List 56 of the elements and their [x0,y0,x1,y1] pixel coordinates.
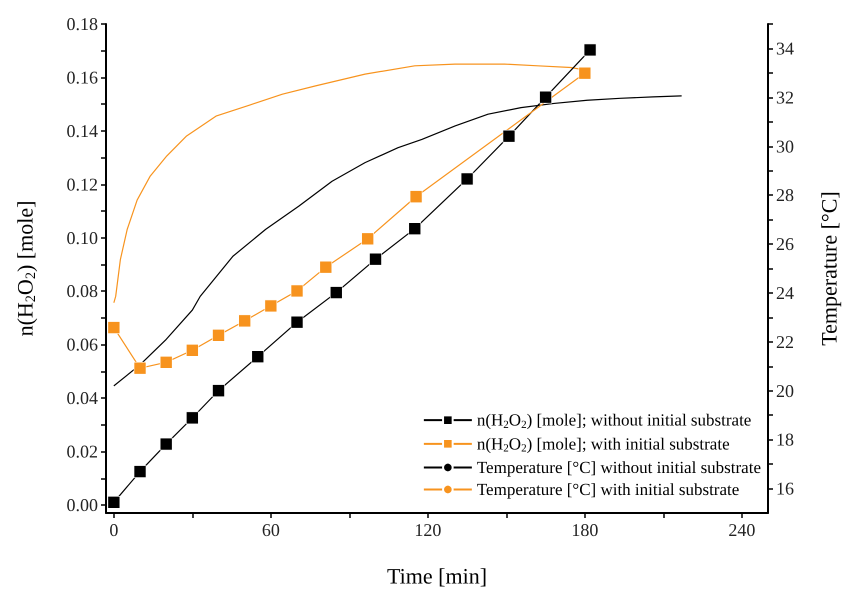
point [361,232,374,246]
x-tick-label: 120 [414,520,442,540]
x-tick-label: 60 [262,520,280,540]
x-tick-label: 240 [728,520,756,540]
y2-tick-label: 20 [776,380,794,401]
point [108,321,120,334]
y2-tick-label: 24 [776,282,794,303]
point [186,412,199,424]
point [290,284,304,298]
y-tick-label: 0.06 [66,334,98,355]
y-tick-label: 0.08 [66,281,98,302]
point [108,496,120,509]
y-axis-title: n(H2O2) [mole] [12,200,39,336]
point [319,260,332,274]
point [160,356,172,369]
point [502,130,516,143]
y-tick-label: 0.02 [66,442,98,462]
y-tick-label: 0.14 [66,120,98,141]
y2-tick-label: 16 [776,478,794,499]
point [186,344,199,357]
point [584,44,596,56]
y2-tick-label: 30 [776,136,794,156]
point [212,384,225,397]
point [330,286,343,299]
y2-tick-label: 34 [776,38,794,58]
point [160,438,172,450]
point [212,329,225,342]
point [134,465,146,478]
y-tick-label: 0.04 [66,388,98,408]
point [460,172,474,186]
point [290,316,304,329]
point [369,252,382,266]
point [539,90,552,104]
y2-tick-label: 18 [776,430,794,450]
point [251,350,264,363]
y2-tick-label: 28 [776,185,794,206]
point [134,362,146,374]
point [264,300,278,312]
point [578,66,592,80]
y-tick-label: 0.10 [66,228,98,248]
x-tick-label: 0 [109,520,118,540]
y2-tick-label: 26 [776,234,794,254]
y-tick-label: 0.12 [66,174,98,194]
x-tick-label: 180 [571,520,598,540]
x-axis-title: Time [min] [386,564,488,588]
point [238,314,251,328]
legend-label: Temperature [°C] with initial substrate [476,480,740,499]
y2-axis-title: Temperature [°C] [816,191,842,346]
y-tick-label: 0.18 [66,14,98,34]
point [408,222,422,235]
y-tick-label: 0.16 [66,67,98,88]
legend-label: Temperature [°C] without initial substrate [476,458,762,477]
y2-tick-label: 22 [776,332,794,352]
y-tick-label: 0.00 [66,494,98,515]
point [410,190,422,203]
y2-tick-label: 32 [776,87,794,108]
